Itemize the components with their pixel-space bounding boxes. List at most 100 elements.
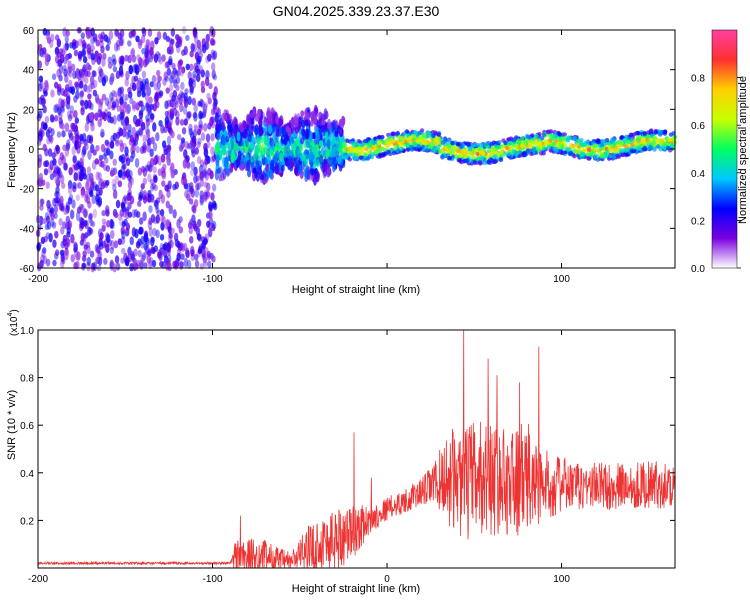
heatmap-cell xyxy=(183,182,189,190)
heatmap-cell xyxy=(508,136,514,141)
heatmap-cell xyxy=(641,137,647,142)
heatmap-cell xyxy=(50,89,55,98)
y-tick-label: 0 xyxy=(28,145,34,156)
heatmap-cell xyxy=(87,213,93,224)
heatmap-cell xyxy=(80,107,85,116)
heatmap-cell xyxy=(107,61,113,69)
heatmap-cell xyxy=(62,234,68,243)
heatmap-cell xyxy=(180,81,185,91)
heatmap-cell xyxy=(191,202,196,211)
heatmap-cell xyxy=(157,52,162,63)
heatmap-cell xyxy=(217,119,222,131)
colorbar-tick-label: 0.8 xyxy=(691,74,705,85)
heatmap-cell xyxy=(75,211,81,222)
heatmap-cell xyxy=(39,198,44,207)
heatmap-cell xyxy=(164,116,170,126)
heatmap-cell xyxy=(114,28,119,38)
heatmap-cell xyxy=(571,145,576,150)
heatmap-cell xyxy=(119,142,125,153)
heatmap-cell xyxy=(90,178,95,186)
heatmap-cell xyxy=(490,145,496,151)
heatmap-cell xyxy=(90,27,95,37)
heatmap-cell xyxy=(153,199,158,208)
heatmap-cell xyxy=(52,239,57,248)
heatmap-cell xyxy=(315,171,320,183)
heatmap-cell xyxy=(189,131,195,140)
heatmap-cell xyxy=(85,85,91,94)
heatmap-cell xyxy=(175,84,180,92)
heatmap-cell xyxy=(574,142,580,148)
heatmap-cell xyxy=(206,220,211,228)
heatmap-cell xyxy=(315,158,320,169)
heatmap-cell xyxy=(167,180,172,190)
heatmap-cell xyxy=(475,143,480,148)
heatmap-cell xyxy=(149,194,155,203)
heatmap-cell xyxy=(348,145,353,151)
heatmap-cell xyxy=(191,97,197,106)
heatmap-cell xyxy=(193,124,199,131)
heatmap-cell xyxy=(173,232,179,242)
heatmap-cell xyxy=(353,148,358,153)
heatmap-cell xyxy=(210,133,215,142)
heatmap-cell xyxy=(304,168,309,180)
heatmap-cell xyxy=(81,255,87,262)
heatmap-cell xyxy=(404,129,410,134)
heatmap-cell xyxy=(363,153,368,158)
heatmap-cell xyxy=(642,130,647,136)
heatmap-cell xyxy=(111,89,116,97)
heatmap-cell xyxy=(226,142,231,149)
heatmap-cell xyxy=(93,33,98,42)
heatmap-cell xyxy=(107,56,112,64)
heatmap-cell xyxy=(95,144,100,152)
heatmap-cell xyxy=(81,39,87,47)
heatmap-cell xyxy=(611,155,617,160)
heatmap-cell xyxy=(151,74,157,84)
heatmap-cell xyxy=(454,153,459,159)
heatmap-cell xyxy=(123,124,128,135)
heatmap-cell xyxy=(304,153,309,164)
heatmap-cell xyxy=(171,62,176,70)
heatmap-cell xyxy=(88,212,93,220)
heatmap-cell xyxy=(86,184,91,195)
heatmap-cell xyxy=(80,232,85,242)
heatmap-cell xyxy=(216,132,221,141)
snr-x-ticks: -200 -100 0 100 xyxy=(28,330,570,585)
heatmap-cell xyxy=(179,141,184,152)
heatmap-cell xyxy=(189,218,194,227)
heatmap-cell xyxy=(72,181,77,190)
heatmap-cell xyxy=(73,49,79,57)
heatmap-cell xyxy=(37,135,42,144)
heatmap-cell xyxy=(348,152,353,157)
heatmap-cell xyxy=(82,208,88,218)
heatmap-cell xyxy=(475,156,480,162)
heatmap-cell xyxy=(100,143,106,153)
heatmap-cell xyxy=(201,253,206,260)
heatmap-cell xyxy=(326,121,331,130)
heatmap-cell xyxy=(205,69,210,80)
heatmap-cell xyxy=(191,214,196,224)
heatmap-cell xyxy=(60,182,66,189)
heatmap-cell xyxy=(58,218,63,226)
heatmap-cell xyxy=(629,136,634,142)
heatmap-cell xyxy=(168,127,173,136)
heatmap-cell xyxy=(612,136,617,142)
x-tick-label: 100 xyxy=(553,274,570,285)
heatmap-cell xyxy=(349,140,355,146)
heatmap-cell xyxy=(110,135,115,142)
heatmap-cell xyxy=(38,82,43,92)
heatmap-cell xyxy=(416,144,421,149)
heatmap-cell xyxy=(146,160,152,171)
heatmap-cell xyxy=(466,141,471,147)
heatmap-cell xyxy=(176,134,182,141)
heatmap-cell xyxy=(310,167,315,177)
heatmap-cell xyxy=(208,227,213,238)
heatmap-cell xyxy=(662,145,667,151)
heatmap-cell xyxy=(88,83,93,93)
heatmap-cell xyxy=(168,58,173,66)
heatmap-cell xyxy=(541,132,547,137)
heatmap-cell xyxy=(204,171,210,181)
heatmap-cell xyxy=(41,97,46,107)
heatmap-cell xyxy=(171,70,176,79)
heatmap-cell xyxy=(391,150,397,156)
heatmap-cell xyxy=(138,100,143,107)
